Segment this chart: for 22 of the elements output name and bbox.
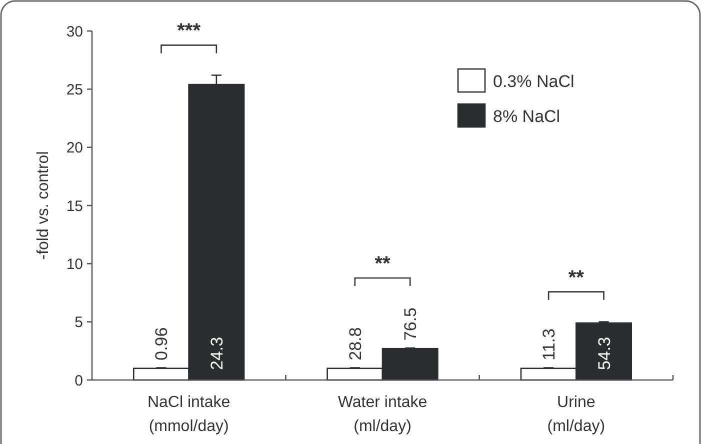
x-tick-label: Water intake (ml/day) <box>338 394 428 435</box>
y-tick-label: 30 <box>66 23 83 40</box>
x-tick-label: NaCl intake (mmol/day) <box>147 394 230 435</box>
annotation: ** <box>568 266 584 289</box>
y-axis-title: -fold vs. control <box>35 151 52 260</box>
y-tick-label: 15 <box>66 198 83 215</box>
y-tick-label: 5 <box>74 314 83 332</box>
annotation: ** <box>374 253 390 276</box>
y-tick-label: 25 <box>66 81 83 98</box>
annotation: 54.3 <box>594 336 614 370</box>
annotation: *** <box>177 20 201 42</box>
y-tick-label: 0 <box>74 372 83 390</box>
annotation: 28.8 <box>346 327 365 360</box>
y-tick-label: 20 <box>66 140 83 157</box>
annotation: 0.96 <box>152 327 172 360</box>
annotation: 11.3 <box>540 328 559 360</box>
y-tick-label: 10 <box>66 256 83 273</box>
legend-label: 8% NaCl <box>493 106 560 126</box>
legend-label: 0.3% NaCl <box>493 72 574 91</box>
x-tick-label: Urine (ml/day) <box>547 394 606 435</box>
annotation: 24.3 <box>207 336 226 370</box>
annotation: 76.5 <box>401 307 420 341</box>
